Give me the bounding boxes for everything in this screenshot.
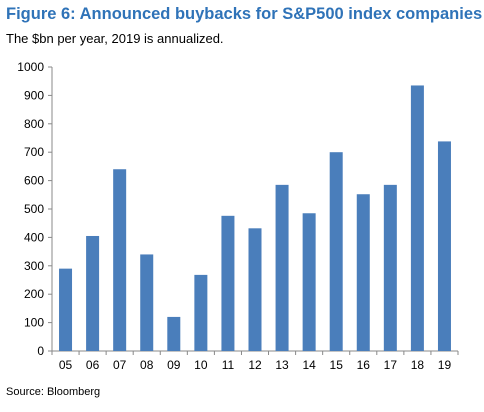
bar-05 bbox=[59, 268, 73, 351]
y-tick-label: 100 bbox=[24, 316, 44, 330]
y-tick-label: 900 bbox=[24, 88, 44, 102]
x-tick-label: 14 bbox=[302, 358, 316, 372]
x-axis: 05 06 07 08 09 10 11 12 13 14 15 16 17 18 19 bbox=[51, 350, 459, 372]
y-tick-label: 700 bbox=[24, 145, 44, 159]
x-tick-label: 09 bbox=[167, 358, 181, 372]
y-tick-label: 1000 bbox=[17, 60, 44, 74]
bar-08 bbox=[140, 254, 154, 351]
x-tick-label: 19 bbox=[438, 358, 452, 372]
y-axis: 0 100 200 300 400 500 600 700 800 900 1000 bbox=[17, 60, 53, 358]
bars bbox=[59, 85, 451, 352]
chart-subtitle: The $bn per year, 2019 is annualized. bbox=[6, 31, 224, 46]
bar-11 bbox=[221, 215, 235, 351]
bar-17 bbox=[383, 184, 397, 351]
bar-16 bbox=[356, 194, 370, 351]
x-tick-label: 15 bbox=[330, 358, 344, 372]
x-tick-label: 13 bbox=[275, 358, 289, 372]
chart-title: Figure 6: Announced buybacks for S&P500 … bbox=[6, 5, 483, 23]
y-tick-label: 0 bbox=[37, 344, 44, 358]
x-tick-label: 06 bbox=[86, 358, 100, 372]
bar-13 bbox=[275, 184, 289, 351]
x-tick-label: 17 bbox=[384, 358, 398, 372]
bar-09 bbox=[167, 316, 181, 351]
y-tick-label: 500 bbox=[24, 202, 44, 216]
x-tick-label: 10 bbox=[194, 358, 208, 372]
bar-14 bbox=[302, 213, 316, 351]
source-note: Source: Bloomberg bbox=[6, 386, 101, 398]
x-tick-label: 16 bbox=[357, 358, 371, 372]
bar-18 bbox=[410, 85, 424, 352]
x-tick-label: 05 bbox=[59, 358, 73, 372]
x-tick-label: 08 bbox=[140, 358, 154, 372]
x-tick-label: 11 bbox=[222, 358, 235, 372]
bar-10 bbox=[194, 274, 208, 351]
bar-07 bbox=[113, 169, 127, 351]
bar-15 bbox=[329, 152, 343, 351]
y-tick-label: 300 bbox=[24, 259, 44, 273]
x-tick-label: 07 bbox=[113, 358, 127, 372]
y-tick-label: 800 bbox=[24, 117, 44, 131]
bar-19 bbox=[437, 141, 451, 351]
x-tick-label: 12 bbox=[248, 358, 262, 372]
y-tick-label: 200 bbox=[24, 287, 44, 301]
bar-12 bbox=[248, 228, 262, 351]
y-tick-label: 600 bbox=[24, 174, 44, 188]
x-tick-label: 18 bbox=[411, 358, 425, 372]
bar-06 bbox=[86, 235, 100, 351]
y-tick-label: 400 bbox=[24, 230, 44, 244]
